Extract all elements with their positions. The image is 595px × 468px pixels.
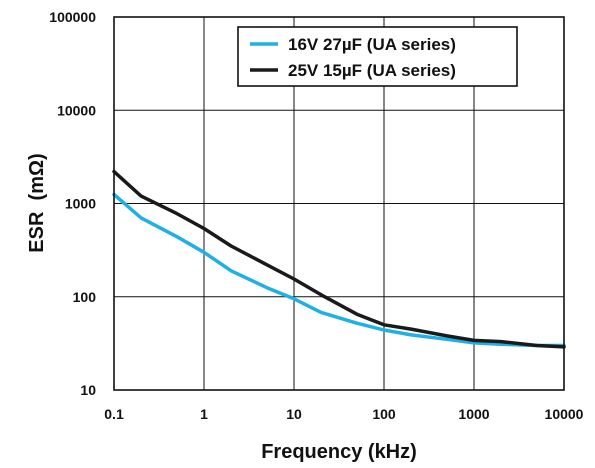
y-tick-label: 100000 — [49, 9, 96, 25]
x-tick-label: 1000 — [458, 406, 489, 422]
x-axis-title: Frequency (kHz) — [261, 441, 417, 463]
x-tick-labels: 0.1 1 10 100 1000 10000 — [104, 406, 583, 422]
legend-box — [237, 26, 518, 87]
legend: 16V 27µF (UA series) 25V 15µF (UA series… — [237, 26, 518, 87]
x-tick-label: 100 — [372, 406, 396, 422]
y-tick-label: 100 — [73, 289, 97, 305]
legend-label-25v: 25V 15µF (UA series) — [288, 61, 456, 80]
y-tick-labels: 10 100 1000 10000 100000 — [49, 9, 96, 398]
plot-frame — [113, 16, 565, 391]
x-tick-label: 10000 — [545, 406, 584, 422]
series-line-25v — [112, 169, 566, 349]
x-tick-label: 0.1 — [104, 406, 124, 422]
y-tick-label: 10 — [80, 382, 96, 398]
x-tick-label: 10 — [286, 406, 302, 422]
y-tick-label: 1000 — [65, 196, 96, 212]
series-layer — [112, 169, 566, 349]
y-axis-title: ESR (mΩ) — [26, 153, 48, 252]
legend-label-16v: 16V 27µF (UA series) — [288, 35, 456, 54]
series-line-16v — [112, 192, 566, 348]
y-tick-label: 10000 — [57, 102, 96, 118]
x-tick-label: 1 — [200, 406, 208, 422]
